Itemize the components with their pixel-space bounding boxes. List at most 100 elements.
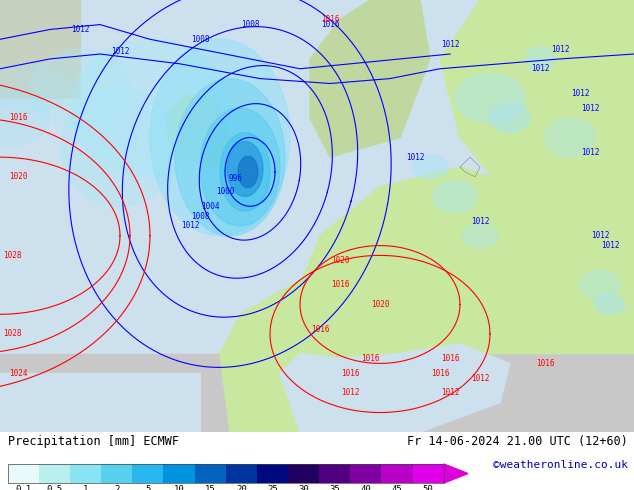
Bar: [0, 354, 634, 432]
Text: 1016: 1016: [430, 369, 450, 378]
Polygon shape: [462, 224, 498, 247]
Text: 10: 10: [174, 486, 184, 490]
Text: 1012: 1012: [571, 89, 589, 98]
Polygon shape: [175, 78, 285, 236]
Bar: [8, 464, 444, 483]
Text: 0.1: 0.1: [15, 486, 31, 490]
Bar: [8, 464, 39, 483]
Polygon shape: [310, 0, 430, 157]
Text: 1012: 1012: [71, 25, 89, 34]
Text: 1016: 1016: [340, 369, 359, 378]
Text: 20: 20: [236, 486, 247, 490]
Text: 0.5: 0.5: [46, 486, 62, 490]
Text: 1008: 1008: [241, 20, 259, 29]
Text: 1016: 1016: [311, 324, 329, 334]
Text: 1012: 1012: [441, 40, 459, 49]
Text: 1012: 1012: [581, 148, 599, 157]
Polygon shape: [580, 270, 620, 299]
Text: 1008: 1008: [191, 212, 209, 220]
Bar: [195, 464, 226, 483]
Text: 35: 35: [330, 486, 340, 490]
Polygon shape: [200, 108, 280, 226]
Bar: [164, 464, 195, 483]
Text: 1012: 1012: [531, 64, 549, 74]
Text: 1012: 1012: [441, 389, 459, 397]
Polygon shape: [545, 118, 595, 157]
Text: 1028: 1028: [3, 329, 22, 339]
Text: 5: 5: [145, 486, 150, 490]
Bar: [319, 464, 351, 483]
Polygon shape: [165, 93, 230, 167]
Bar: [288, 464, 319, 483]
Bar: [101, 464, 133, 483]
Polygon shape: [0, 64, 70, 113]
Text: ©weatheronline.co.uk: ©weatheronline.co.uk: [493, 460, 628, 470]
Text: 15: 15: [205, 486, 216, 490]
Text: 1016: 1016: [441, 354, 459, 363]
Text: 1012: 1012: [591, 231, 609, 240]
Bar: [413, 464, 444, 483]
Polygon shape: [60, 88, 180, 206]
Text: 1028: 1028: [3, 251, 22, 260]
Polygon shape: [227, 142, 263, 196]
Text: 1012: 1012: [581, 103, 599, 113]
Text: 1012: 1012: [111, 47, 129, 55]
Text: 1004: 1004: [201, 202, 219, 211]
Text: 1012: 1012: [471, 374, 489, 383]
Polygon shape: [30, 49, 130, 128]
Polygon shape: [440, 0, 634, 354]
Bar: [133, 464, 164, 483]
Polygon shape: [490, 103, 530, 133]
Polygon shape: [412, 155, 448, 179]
Polygon shape: [595, 294, 625, 314]
Polygon shape: [444, 464, 468, 483]
Text: 1012: 1012: [471, 217, 489, 225]
Text: 1012: 1012: [340, 389, 359, 397]
Text: Fr 14-06-2024 21.00 UTC (12+60): Fr 14-06-2024 21.00 UTC (12+60): [407, 435, 628, 448]
Polygon shape: [0, 88, 50, 147]
Bar: [257, 464, 288, 483]
Text: 1012: 1012: [181, 221, 199, 230]
Bar: [0, 0, 80, 98]
Text: 1016: 1016: [331, 280, 349, 290]
Bar: [351, 464, 382, 483]
Text: 1012: 1012: [406, 153, 424, 162]
Text: 996: 996: [228, 174, 242, 183]
Polygon shape: [525, 47, 555, 71]
Text: 1020: 1020: [331, 256, 349, 265]
Text: 30: 30: [298, 486, 309, 490]
Text: 1008: 1008: [191, 35, 209, 44]
Text: 1012: 1012: [551, 45, 569, 53]
Polygon shape: [280, 344, 510, 432]
Text: 1020: 1020: [9, 172, 27, 181]
Text: 45: 45: [392, 486, 403, 490]
Text: 1016: 1016: [361, 354, 379, 363]
Text: 1024: 1024: [9, 369, 27, 378]
Bar: [39, 464, 70, 483]
Polygon shape: [433, 181, 477, 212]
Text: 25: 25: [267, 486, 278, 490]
Polygon shape: [455, 74, 525, 123]
Text: 1016: 1016: [9, 113, 27, 122]
Polygon shape: [220, 133, 270, 211]
Text: 1016: 1016: [321, 15, 339, 24]
Text: 40: 40: [361, 486, 372, 490]
Text: 50: 50: [423, 486, 434, 490]
Text: 1020: 1020: [371, 300, 389, 309]
Polygon shape: [150, 39, 290, 236]
Polygon shape: [238, 156, 258, 188]
Text: 1016: 1016: [321, 20, 339, 29]
Text: 1016: 1016: [536, 359, 554, 368]
Polygon shape: [220, 280, 420, 432]
Text: 1: 1: [83, 486, 88, 490]
Bar: [226, 464, 257, 483]
Text: 1000: 1000: [216, 187, 234, 196]
Bar: [0, 373, 200, 432]
Text: 2: 2: [114, 486, 119, 490]
Text: 1012: 1012: [601, 241, 619, 250]
Polygon shape: [300, 167, 540, 354]
Polygon shape: [70, 39, 230, 177]
Text: Precipitation [mm] ECMWF: Precipitation [mm] ECMWF: [8, 435, 179, 448]
Bar: [70, 464, 101, 483]
Bar: [382, 464, 413, 483]
